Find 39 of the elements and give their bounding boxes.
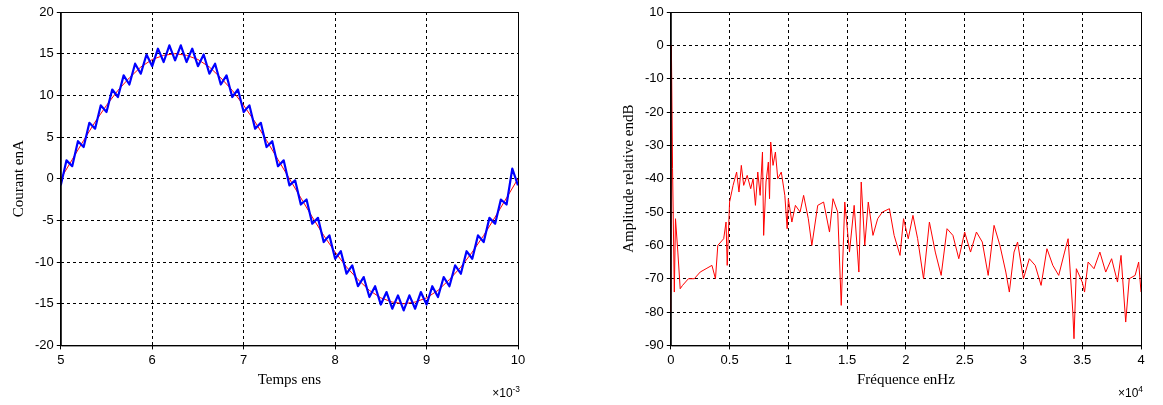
x-tick-label: 0 <box>667 351 675 367</box>
y-tick-label: 10 <box>649 3 664 19</box>
x-tick-label: 7 <box>240 351 248 367</box>
y-tick-label: -80 <box>644 303 664 319</box>
x-tick-label: 1.5 <box>838 351 857 367</box>
y-tick-label: -10 <box>644 70 664 86</box>
y-tick-label: 15 <box>39 45 54 61</box>
y-tick-label: -20 <box>34 336 54 352</box>
x-axis-title: Fréquence enHz <box>856 370 956 387</box>
y-tick-label: -10 <box>34 253 54 269</box>
y-tick-label: -70 <box>644 270 664 286</box>
x-tick-label: 2.5 <box>955 351 974 367</box>
y-tick-label: 0 <box>46 170 54 186</box>
y-tick-label: 20 <box>39 3 54 19</box>
y-tick-label: -15 <box>34 295 54 311</box>
x-tick-label: 1 <box>784 351 792 367</box>
y-tick-label: -40 <box>644 170 664 186</box>
x-tick-label: 3 <box>1019 351 1028 367</box>
y-tick-label: -30 <box>644 136 664 152</box>
y-tick-label: -90 <box>644 336 664 352</box>
x-axis-title: Temps ens <box>257 370 322 387</box>
y-tick-label: -50 <box>644 203 664 219</box>
x-tick-label: 8 <box>331 351 339 367</box>
x-tick-label: 3.5 <box>1073 351 1092 367</box>
y-tick-label: 0 <box>656 36 664 52</box>
x-tick-label: 6 <box>148 351 156 367</box>
y-axis-title: Amplitude relative endB <box>619 104 636 253</box>
x-tick-label: 5 <box>57 351 65 367</box>
y-tick-label: 5 <box>46 128 54 144</box>
x-tick-label: 0.5 <box>720 351 739 367</box>
y-tick-label: -5 <box>42 211 54 227</box>
x-tick-label: 10 <box>510 351 526 367</box>
y-tick-label: -60 <box>644 236 664 252</box>
y-axis-title: Courant enA <box>9 140 26 218</box>
y-tick-label: -20 <box>644 103 664 119</box>
x-tick-label: 2 <box>902 351 910 367</box>
x-tick-label: 4 <box>1137 351 1145 367</box>
x-tick-label: 9 <box>422 351 431 367</box>
y-tick-label: 10 <box>39 86 54 102</box>
